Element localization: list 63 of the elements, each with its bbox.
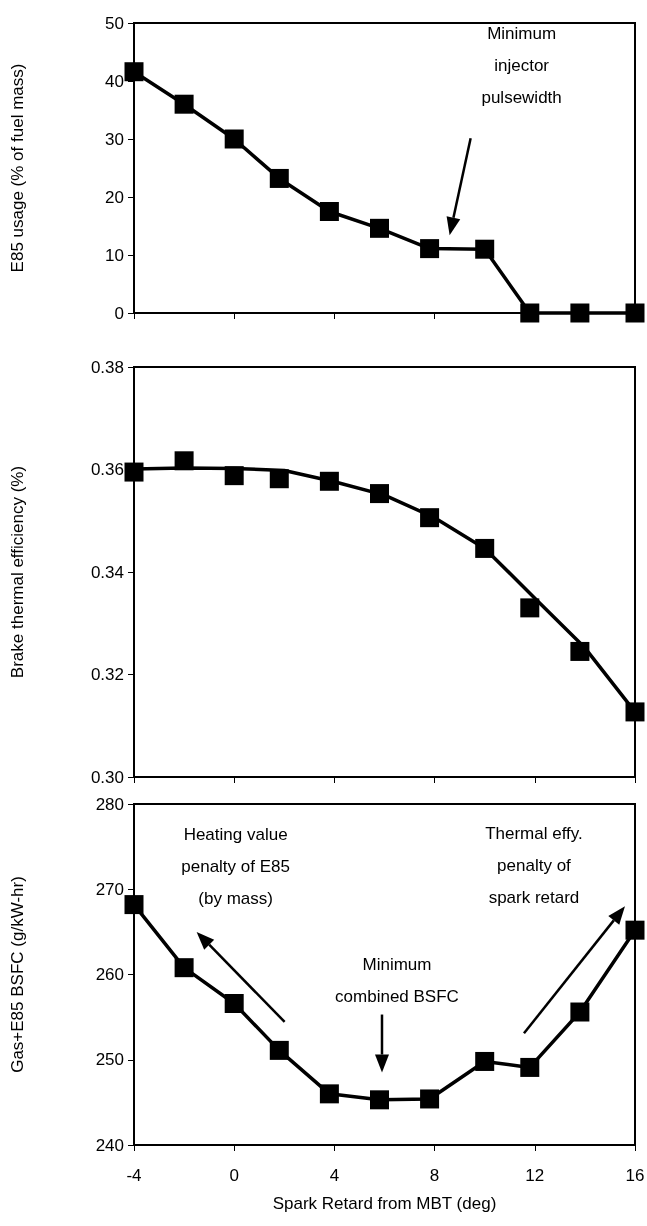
point <box>570 641 590 661</box>
y-tick-label: 0.38 <box>90 357 124 377</box>
y-tick-label: 0.30 <box>90 767 124 787</box>
point <box>369 218 389 238</box>
y-tick-label: 270 <box>95 879 124 899</box>
point <box>319 202 339 221</box>
y-tick-label: 0.36 <box>90 460 124 479</box>
y-tick-label: 20 <box>105 187 124 207</box>
y-axis-title: Gas+E85 BSFC (g/kW-hr) <box>8 876 27 1073</box>
point <box>420 508 440 528</box>
point <box>124 895 144 915</box>
point <box>520 1057 540 1077</box>
point <box>124 462 144 482</box>
x-tick-label: 4 <box>329 1166 340 1185</box>
x-axis-title: Spark Retard from MBT (deg) <box>272 1194 497 1213</box>
x-tick-label: 8 <box>429 1166 440 1185</box>
x-tick-label: 16 <box>625 1166 645 1185</box>
point <box>420 239 440 259</box>
point <box>269 469 289 489</box>
annotation: Minimum combined BSFC <box>335 954 459 1006</box>
point <box>269 168 289 188</box>
annotation: Heating value penalty of E85 (by mass) <box>181 824 290 908</box>
point <box>520 303 540 323</box>
point <box>520 598 540 618</box>
y-tick-label: 50 <box>105 13 124 33</box>
y-tick-label: 30 <box>105 129 124 149</box>
y-tick-label: 280 <box>95 794 124 814</box>
point <box>570 303 590 323</box>
y-axis-title: Brake thermal efficiency (%) <box>8 465 27 679</box>
y-tick-label: 40 <box>105 71 124 91</box>
x-tick-label: 12 <box>525 1166 545 1185</box>
y-tick-label: 10 <box>105 245 124 265</box>
annotation: Minimum injector pulsewidth <box>481 24 562 108</box>
point <box>420 1089 440 1109</box>
point <box>319 471 339 491</box>
point <box>319 1084 339 1104</box>
point <box>174 94 194 114</box>
point <box>625 303 645 323</box>
y-tick-label: 260 <box>95 965 124 984</box>
point <box>224 466 244 486</box>
point <box>224 129 244 149</box>
point <box>174 451 194 471</box>
y-tick-label: 0.34 <box>90 562 124 582</box>
point <box>369 1090 389 1110</box>
y-tick-label: 0 <box>114 303 124 323</box>
x-tick-label: 0 <box>229 1166 239 1185</box>
y-axis-title: E85 usage (% of fuel mass) <box>8 63 27 273</box>
point <box>124 62 144 82</box>
point <box>475 239 495 259</box>
point <box>625 702 645 722</box>
y-tick-label: 0.32 <box>90 665 124 684</box>
point <box>224 993 244 1013</box>
y-tick-label: 250 <box>95 1050 124 1070</box>
x-tick-label: -4 <box>126 1166 142 1185</box>
point <box>625 920 645 940</box>
point <box>475 538 495 558</box>
point <box>570 1002 590 1022</box>
point <box>475 1051 495 1071</box>
annotation: Thermal effy. penalty of spark retard <box>485 824 583 908</box>
y-tick-label: 240 <box>95 1135 124 1155</box>
point <box>174 958 194 978</box>
point <box>369 484 389 504</box>
point <box>269 1040 289 1060</box>
